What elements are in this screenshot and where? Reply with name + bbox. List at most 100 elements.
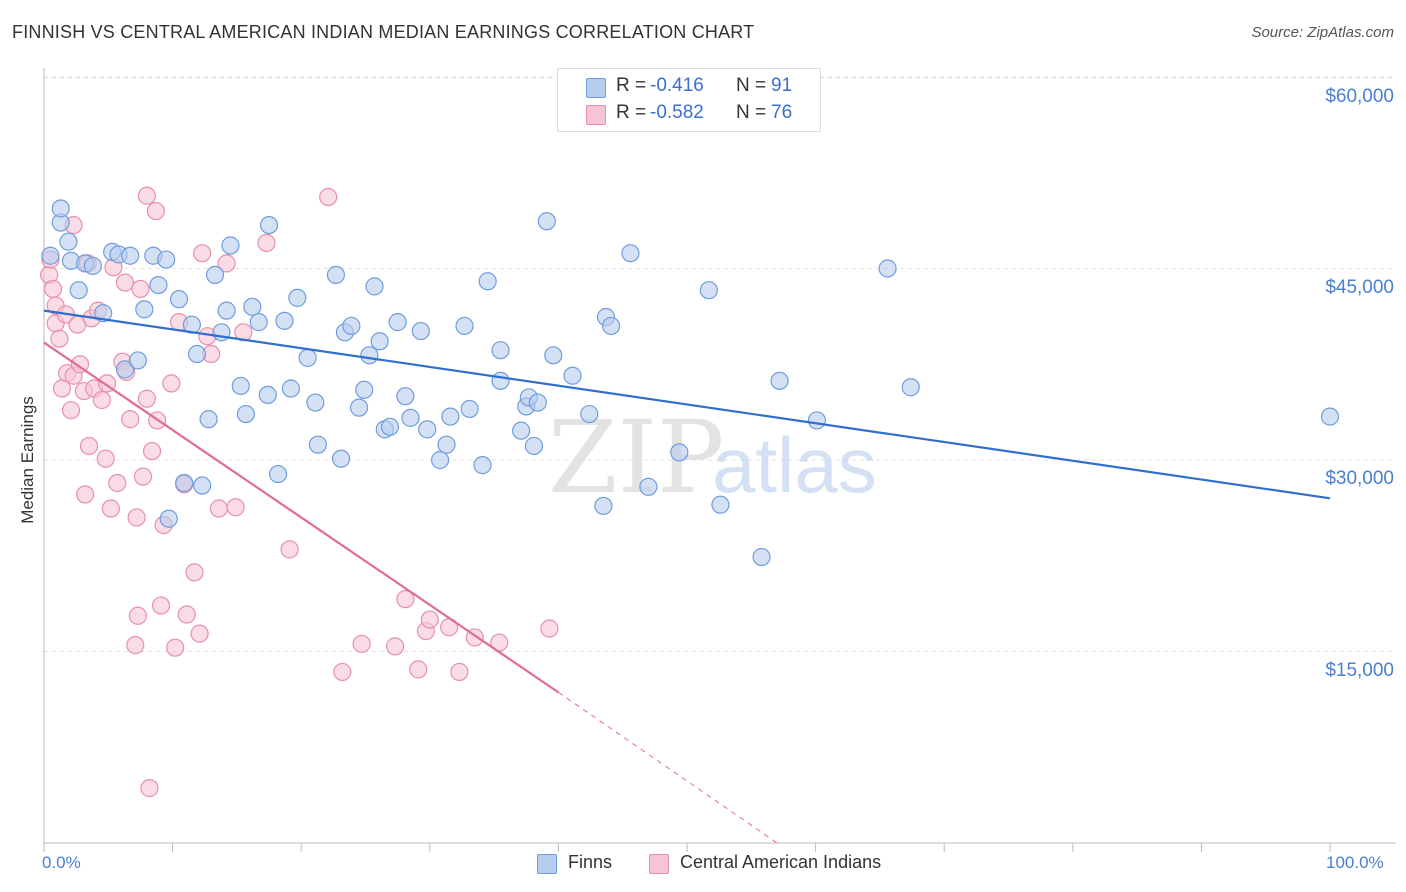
finns-point bbox=[878, 259, 897, 278]
finns-point bbox=[711, 495, 730, 514]
cai-point bbox=[137, 389, 156, 408]
finns-point bbox=[128, 351, 147, 370]
finns-trend-line bbox=[43, 309, 1331, 500]
finns-point bbox=[437, 435, 456, 454]
finns-point bbox=[199, 410, 218, 429]
finns-point bbox=[441, 407, 460, 426]
finns-point bbox=[298, 348, 317, 367]
finns-point bbox=[1320, 407, 1340, 426]
cai-point bbox=[108, 473, 127, 493]
cai-point bbox=[131, 279, 150, 299]
cai-point bbox=[61, 401, 81, 420]
finns-point bbox=[308, 435, 328, 454]
cai-point bbox=[76, 485, 95, 504]
finns-point bbox=[275, 311, 294, 330]
finns-point bbox=[537, 212, 556, 231]
finns-point bbox=[41, 246, 60, 265]
finns-point bbox=[580, 404, 599, 424]
finns-point bbox=[243, 297, 262, 316]
finns-point bbox=[281, 379, 301, 398]
cai-point bbox=[128, 606, 147, 625]
cai-trend-extension bbox=[558, 691, 778, 844]
finns-legend-swatch bbox=[537, 854, 557, 874]
cai-point bbox=[126, 636, 145, 655]
cai-point bbox=[409, 660, 428, 679]
cai-point bbox=[127, 508, 146, 527]
legend-row-finns: R = -0.416 N = 91 bbox=[558, 75, 820, 99]
finns-point bbox=[205, 265, 225, 284]
legend-r-label: R = bbox=[616, 75, 647, 96]
y-tick-60000: $60,000 bbox=[1325, 86, 1394, 107]
cai-point bbox=[50, 329, 69, 348]
finns-point bbox=[528, 393, 547, 412]
cai-point bbox=[177, 605, 196, 624]
finns-point bbox=[331, 449, 351, 468]
finns-point bbox=[621, 244, 640, 263]
finns-point bbox=[159, 509, 178, 528]
cai-legend-swatch bbox=[649, 854, 669, 874]
finns-point bbox=[121, 246, 140, 265]
finns-point bbox=[388, 313, 407, 332]
cai-point bbox=[420, 610, 439, 629]
finns-point bbox=[342, 316, 361, 336]
finns-point bbox=[193, 476, 212, 495]
cai-point bbox=[385, 637, 405, 656]
cai-point bbox=[146, 201, 165, 221]
finns-point bbox=[418, 420, 437, 439]
finns-point bbox=[512, 421, 531, 440]
correlation-legend: R = -0.416 N = 91 R = -0.582 N = 76 bbox=[557, 68, 821, 132]
finns-point bbox=[639, 477, 658, 496]
finns-point bbox=[478, 272, 497, 291]
finns-point bbox=[51, 199, 70, 218]
finns-swatch bbox=[586, 78, 606, 98]
finns-point bbox=[670, 443, 689, 462]
finns-point bbox=[258, 385, 277, 404]
finns-point bbox=[326, 265, 346, 284]
finns-point bbox=[249, 313, 268, 332]
finns-point bbox=[770, 371, 789, 390]
x-tick-100: 100.0% bbox=[1326, 853, 1384, 872]
finns-point bbox=[901, 378, 920, 397]
watermark-atlas: atlas bbox=[712, 421, 877, 509]
finns-point bbox=[268, 464, 288, 484]
x-tick-0: 0.0% bbox=[42, 853, 81, 872]
legend-n-label: N = bbox=[736, 75, 767, 96]
cai-point bbox=[209, 499, 228, 518]
y-tick-45000: $45,000 bbox=[1325, 277, 1394, 298]
legend-finns-n: 91 bbox=[771, 75, 793, 96]
finns-point bbox=[157, 250, 176, 269]
finns-point bbox=[306, 393, 325, 412]
cai-point bbox=[137, 186, 156, 205]
cai-point bbox=[257, 233, 276, 253]
chart-title: FINNISH VS CENTRAL AMERICAN INDIAN MEDIA… bbox=[12, 22, 755, 42]
watermark-zip: ZIP bbox=[548, 399, 724, 516]
cai-point bbox=[96, 449, 115, 468]
cai-point bbox=[540, 619, 559, 638]
cai-legend-label: Central American Indians bbox=[680, 852, 882, 872]
finns-point bbox=[175, 473, 194, 493]
finns-point bbox=[231, 376, 250, 396]
cai-swatch bbox=[586, 105, 606, 125]
cai-point bbox=[226, 498, 245, 517]
finns-point bbox=[149, 275, 168, 295]
cai-point bbox=[115, 273, 135, 292]
cai-point bbox=[162, 374, 181, 393]
finns-point bbox=[473, 456, 492, 475]
finns-point bbox=[135, 300, 154, 319]
finns-point bbox=[236, 404, 256, 424]
finns-point bbox=[355, 380, 374, 399]
cai-point bbox=[193, 244, 212, 263]
cai-point bbox=[43, 279, 63, 299]
finns-point bbox=[602, 316, 621, 336]
finns-point bbox=[491, 341, 510, 360]
cai-point bbox=[79, 436, 99, 456]
cai-point bbox=[140, 779, 159, 798]
finns-point bbox=[752, 547, 771, 567]
cai-point bbox=[70, 355, 90, 374]
finns-point bbox=[396, 387, 415, 406]
cai-trend-line bbox=[43, 341, 560, 694]
legend-n-label: N = bbox=[736, 102, 767, 123]
finns-point bbox=[187, 344, 207, 364]
finns-point bbox=[370, 332, 389, 351]
